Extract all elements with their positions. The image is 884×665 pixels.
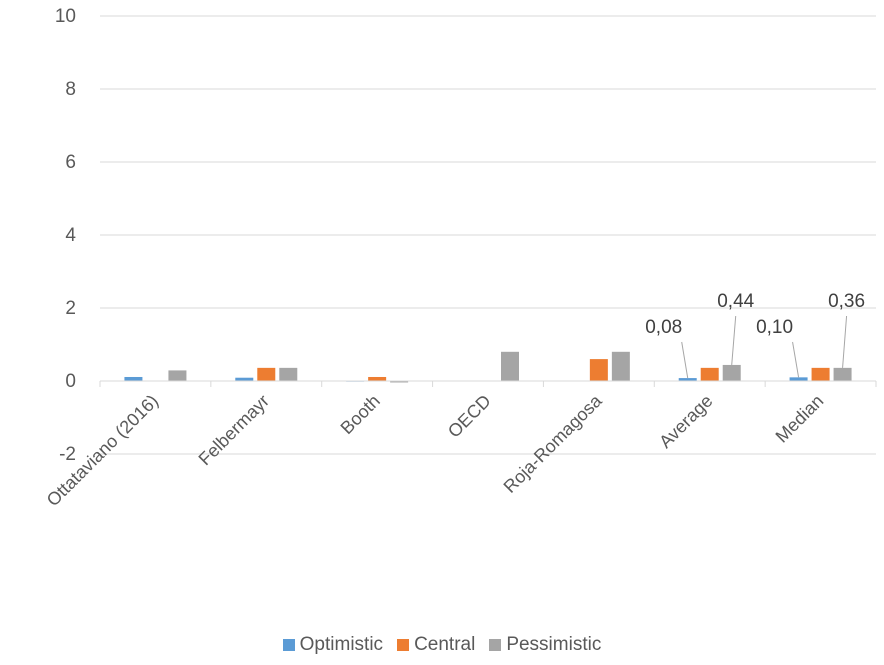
legend-label-central: Central xyxy=(414,634,476,655)
x-category-label: Median xyxy=(772,391,828,447)
bar xyxy=(368,376,387,381)
bar xyxy=(789,377,808,381)
legend: Optimistic Central Pessimistic xyxy=(0,634,884,656)
bar xyxy=(700,367,719,381)
bar xyxy=(589,359,608,381)
bar xyxy=(501,351,519,381)
bar xyxy=(168,370,187,381)
bar xyxy=(722,364,741,381)
data-label-leader xyxy=(842,315,848,368)
y-tick-label: 10 xyxy=(55,6,76,27)
data-label: 0,44 xyxy=(717,291,754,312)
y-tick-label: 8 xyxy=(65,79,76,100)
data-label: 0,10 xyxy=(756,317,793,338)
bar xyxy=(235,377,254,381)
y-tick-label: 4 xyxy=(65,225,76,246)
data-label-leader xyxy=(792,341,800,378)
legend-swatch-pessimistic xyxy=(489,639,502,651)
x-category-label: Average xyxy=(655,391,716,452)
data-label: 0,36 xyxy=(828,291,865,312)
y-tick-label: 2 xyxy=(65,298,76,319)
x-category-label: Felbermayr xyxy=(195,391,274,470)
bar xyxy=(811,367,830,381)
bar xyxy=(279,367,298,381)
legend-label-pessimistic: Pessimistic xyxy=(506,634,602,655)
bar xyxy=(124,376,143,381)
legend-item-central: Central xyxy=(397,634,475,656)
x-category-label: Roja-Romagosa xyxy=(500,390,607,497)
legend-swatch-central xyxy=(397,639,410,651)
bar xyxy=(833,367,852,381)
y-tick-label: 6 xyxy=(65,152,76,173)
legend-item-optimistic: Optimistic xyxy=(282,634,384,656)
bar xyxy=(390,381,409,383)
y-tick-label: 0 xyxy=(65,371,76,392)
legend-label-optimistic: Optimistic xyxy=(299,634,384,655)
legend-swatch-optimistic xyxy=(282,639,295,651)
legend-item-pessimistic: Pessimistic xyxy=(489,634,601,656)
y-tick-label: -2 xyxy=(59,444,76,465)
bar xyxy=(257,367,276,381)
bar xyxy=(611,351,630,381)
x-category-label: Booth xyxy=(337,391,384,438)
data-label: 0,08 xyxy=(645,317,682,338)
x-category-label: OECD xyxy=(444,391,495,442)
data-label-leader xyxy=(681,341,689,379)
bar xyxy=(678,378,697,381)
data-label-leader xyxy=(731,315,737,365)
